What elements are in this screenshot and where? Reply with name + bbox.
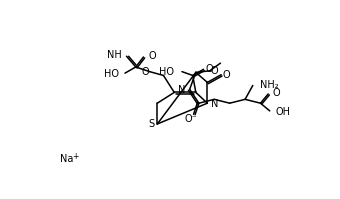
Text: S: S [149,119,155,129]
Text: HO: HO [159,67,174,77]
Text: Na: Na [60,154,74,164]
Text: O: O [148,51,156,61]
Text: O: O [142,67,150,77]
Text: O: O [272,88,280,98]
Text: O: O [210,66,218,76]
Text: N: N [178,85,186,95]
Text: NH₂: NH₂ [260,80,279,90]
Text: NH: NH [107,51,122,60]
Text: OH: OH [276,107,291,117]
Text: N: N [211,99,219,109]
Text: O: O [205,64,213,74]
Text: HO: HO [104,69,119,79]
Text: +: + [73,152,79,161]
Text: O: O [223,70,231,80]
Text: O⁻: O⁻ [185,114,198,124]
